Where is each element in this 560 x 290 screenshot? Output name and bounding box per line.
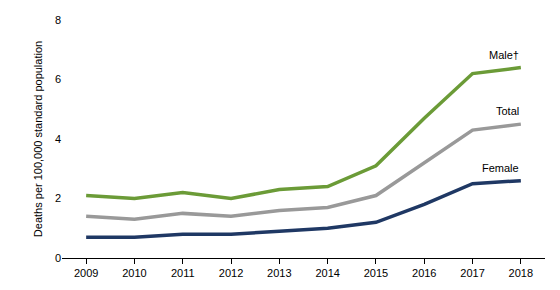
svg-text:2012: 2012 [219, 267, 243, 279]
svg-text:2016: 2016 [412, 267, 436, 279]
svg-text:2018: 2018 [509, 267, 533, 279]
svg-text:2015: 2015 [364, 267, 388, 279]
svg-text:2: 2 [55, 192, 61, 204]
svg-text:2010: 2010 [122, 267, 146, 279]
svg-text:2013: 2013 [267, 267, 291, 279]
svg-text:2009: 2009 [74, 267, 98, 279]
svg-text:Total: Total [496, 105, 519, 117]
svg-text:2017: 2017 [460, 267, 484, 279]
svg-text:4: 4 [55, 133, 61, 145]
svg-text:8: 8 [55, 14, 61, 26]
svg-text:0: 0 [55, 252, 61, 264]
svg-text:2011: 2011 [171, 267, 195, 279]
svg-text:6: 6 [55, 73, 61, 85]
svg-text:Male†: Male† [489, 49, 519, 61]
svg-text:2014: 2014 [315, 267, 339, 279]
svg-text:Deaths per 100,000 standard po: Deaths per 100,000 standard population [32, 41, 44, 237]
svg-text:Female: Female [482, 162, 519, 174]
